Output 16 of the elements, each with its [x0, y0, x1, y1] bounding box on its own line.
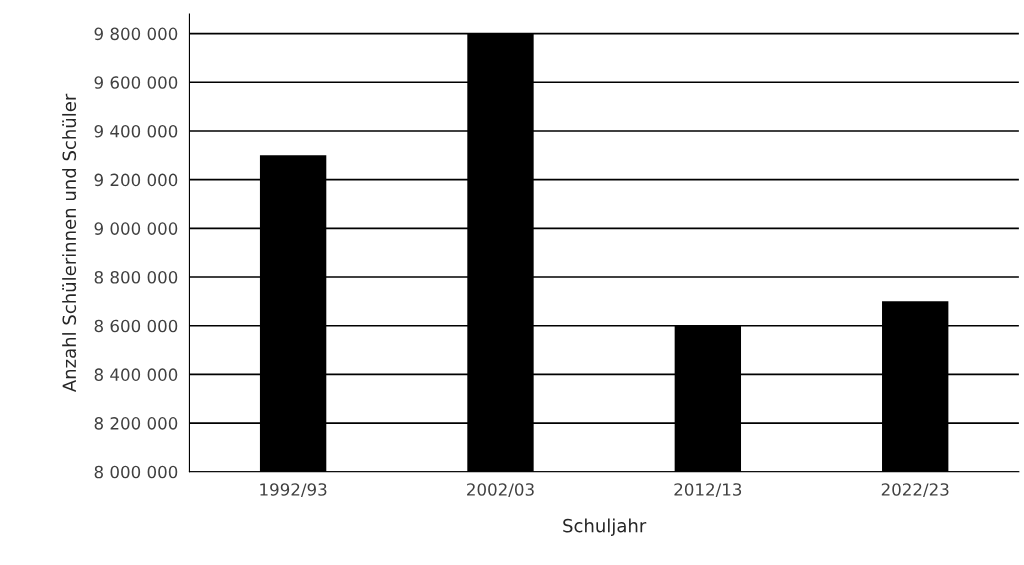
x-tick-label: 2012/13 [674, 483, 742, 498]
y-tick-label: 9 000 000 [94, 222, 178, 235]
y-tick-label: 8 600 000 [94, 319, 178, 333]
y-tick-label: 9 400 000 [94, 124, 178, 138]
y-axis-title: Anzahl Schülerinnen und Schüler [62, 93, 77, 393]
y-tick-label: 8 800 000 [94, 270, 178, 284]
x-tick-label: 1992/93 [260, 483, 327, 498]
x-axis-title: Schuljahr [563, 518, 647, 536]
x-tick-label: 2002/03 [467, 483, 534, 498]
y-tick-label: 9 600 000 [94, 76, 178, 89]
y-tick-label: 8 200 000 [94, 417, 178, 430]
y-tick-label: 9 200 000 [94, 173, 178, 187]
x-tick-label: 2022/23 [881, 483, 949, 498]
y-tick-label: 8 400 000 [94, 368, 178, 381]
y-tick-label: 9 800 000 [94, 27, 178, 41]
y-tick-label: 8 000 000 [94, 465, 178, 479]
